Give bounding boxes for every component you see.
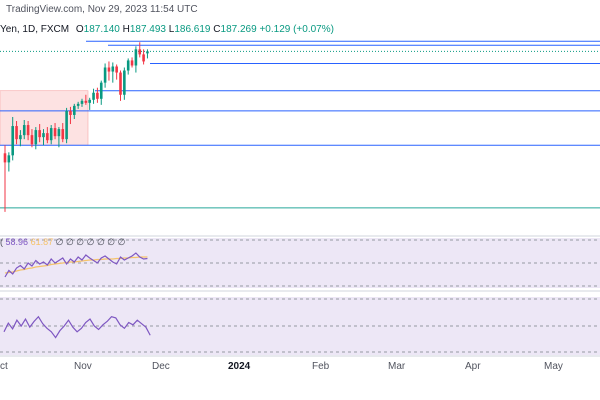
candle-body bbox=[73, 105, 76, 115]
candle-body bbox=[111, 66, 115, 72]
high-value: 187.493 bbox=[129, 24, 166, 35]
candle-body bbox=[49, 128, 53, 141]
candle-body bbox=[26, 125, 30, 136]
candle-body bbox=[61, 129, 65, 140]
candle-body bbox=[142, 54, 145, 62]
candle-body bbox=[69, 110, 72, 115]
candle-body bbox=[11, 126, 14, 156]
candle-body bbox=[96, 92, 99, 99]
open-value: 187.140 bbox=[83, 24, 120, 35]
candle-body bbox=[92, 92, 95, 100]
source-label: TradingView.com, Nov 29, 2023 11:54 UTC bbox=[6, 4, 198, 15]
candle-body bbox=[76, 103, 80, 106]
x-tick-mar: Mar bbox=[388, 361, 406, 372]
rsi-legend-label: ( bbox=[0, 237, 3, 247]
candle-body bbox=[42, 133, 45, 138]
candle-body bbox=[7, 155, 11, 163]
candle-body bbox=[99, 82, 103, 99]
candle-body bbox=[134, 49, 138, 66]
candle-body bbox=[126, 60, 130, 71]
x-tick-feb: Feb bbox=[312, 361, 330, 372]
candle-body bbox=[30, 135, 34, 145]
candle-body bbox=[146, 51, 149, 54]
x-tick-may: May bbox=[544, 361, 563, 372]
x-tick-2024: 2024 bbox=[228, 361, 251, 372]
candle-body bbox=[46, 133, 49, 141]
x-tick-nov: Nov bbox=[74, 361, 92, 372]
candle-body bbox=[107, 67, 111, 72]
candle-body bbox=[19, 135, 22, 140]
low-value: 186.619 bbox=[174, 24, 211, 35]
candle-body bbox=[115, 66, 118, 73]
candle-body bbox=[88, 99, 91, 103]
candle-body bbox=[103, 67, 107, 83]
change-value: +0.129 (+0.07%) bbox=[259, 24, 334, 35]
candle-body bbox=[53, 128, 57, 137]
rsi-value: 58.96 bbox=[5, 237, 29, 247]
candle-body bbox=[22, 125, 26, 136]
candle-body bbox=[130, 60, 134, 66]
oscillator-line bbox=[3, 315, 151, 339]
x-tick-apr: Apr bbox=[465, 361, 481, 372]
candle-body bbox=[57, 129, 61, 137]
candle-body bbox=[38, 130, 41, 138]
ohlc-legend: Yen, 1D, FXCM O187.140 H187.493 L186.619… bbox=[0, 24, 334, 35]
candle-body bbox=[119, 72, 122, 95]
candle-body bbox=[84, 100, 88, 103]
rsi-ma-value: 61.87 bbox=[30, 237, 54, 247]
rsi-legend: ( 58.96 61.87 ∅ ∅ ∅ ∅ ∅ ∅ ∅ bbox=[0, 237, 126, 248]
low-label: L bbox=[168, 24, 175, 35]
candle-body bbox=[15, 126, 18, 140]
candle-body bbox=[65, 110, 68, 140]
high-label: H bbox=[122, 24, 130, 35]
symbol-description: Yen, 1D, FXCM bbox=[0, 24, 70, 35]
rsi-line bbox=[4, 252, 148, 278]
candle-body bbox=[80, 100, 84, 104]
candle-body bbox=[123, 70, 126, 95]
x-tick-oct: ct bbox=[0, 361, 8, 372]
candle-body bbox=[138, 49, 142, 55]
candle-body bbox=[34, 130, 38, 145]
close-value: 187.269 bbox=[220, 24, 257, 35]
x-tick-dec: Dec bbox=[152, 361, 170, 372]
open-label: O bbox=[75, 24, 84, 35]
candle-body bbox=[3, 153, 7, 163]
rsi-placeholders: ∅ ∅ ∅ ∅ ∅ ∅ ∅ bbox=[55, 237, 126, 247]
close-label: C bbox=[213, 24, 221, 35]
rsi-ma-line bbox=[4, 256, 148, 274]
